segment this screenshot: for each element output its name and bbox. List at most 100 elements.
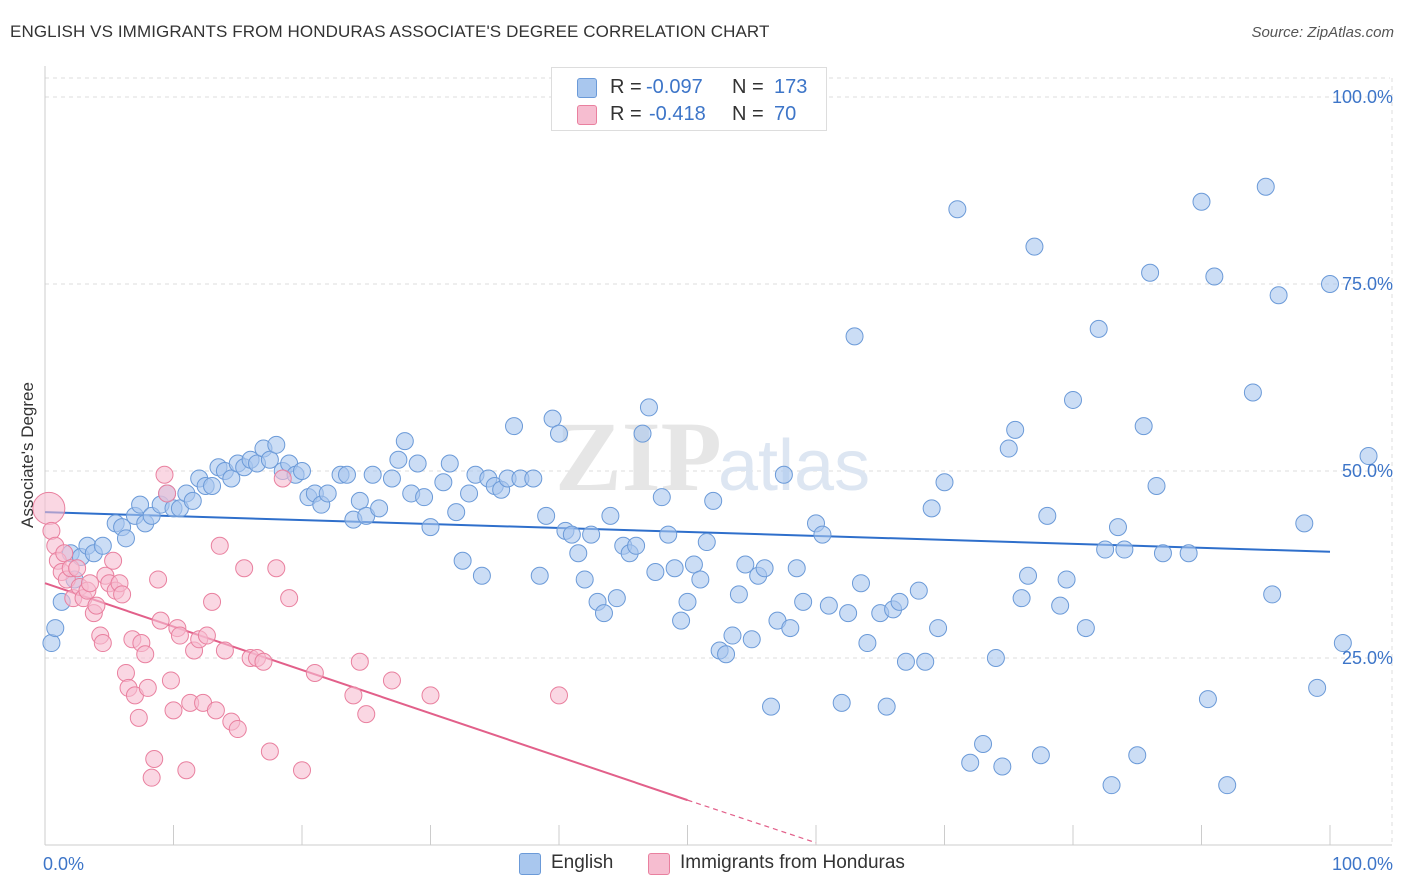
english-point (1269, 286, 1288, 305)
legend-row-honduras: R = -0.418 N = 70 (552, 101, 826, 127)
english-point (1012, 589, 1031, 608)
english-point (684, 555, 703, 574)
english-point (1051, 596, 1070, 615)
english-point (935, 473, 954, 492)
english-n-value: 173 (774, 76, 808, 98)
axes (44, 66, 1392, 846)
english-point (543, 409, 562, 428)
english-point (1153, 544, 1172, 563)
english-point (794, 592, 813, 611)
chart-title: ENGLISH VS IMMIGRANTS FROM HONDURAS ASSO… (10, 22, 770, 41)
english-point (505, 417, 524, 436)
english-point (1256, 177, 1275, 196)
english-point (717, 645, 736, 664)
english-point (691, 570, 710, 589)
english-point (569, 544, 588, 563)
english-point (415, 488, 434, 507)
legend-row-english: R = -0.097 N = 173 (552, 74, 826, 100)
english-point (440, 454, 459, 473)
honduras-trend-extension (687, 799, 817, 844)
english-point (961, 753, 980, 772)
english-point (890, 592, 909, 611)
english-point (652, 488, 671, 507)
english-point (537, 506, 556, 525)
y-tick-label: 100.0% (1332, 87, 1393, 107)
english-point (697, 533, 716, 552)
english-point (1243, 383, 1262, 402)
english-point (222, 469, 241, 488)
english-point (131, 495, 150, 514)
honduras-point (254, 652, 273, 671)
honduras-point (158, 484, 177, 503)
honduras-point (104, 551, 123, 570)
english-point (1089, 319, 1108, 338)
english-point (1192, 192, 1211, 211)
honduras-point (350, 652, 369, 671)
honduras-point (267, 559, 286, 578)
y-axis-label: Associate's Degree (18, 382, 37, 528)
english-point (1025, 237, 1044, 256)
honduras-r-value: -0.418 (649, 103, 706, 125)
honduras-point (273, 469, 292, 488)
english-point (723, 626, 742, 645)
honduras-point (235, 559, 254, 578)
english-point (1179, 544, 1198, 563)
english-point (370, 499, 389, 518)
honduras-point (55, 544, 74, 563)
english-point (909, 581, 928, 600)
english-point (1359, 447, 1378, 466)
english-point (1096, 540, 1115, 559)
honduras-point (421, 686, 440, 705)
n-label: N = (732, 103, 764, 125)
english-point (395, 432, 414, 451)
honduras-point (210, 536, 229, 555)
english-point (1321, 275, 1339, 293)
english-legend-label: English (551, 852, 614, 873)
source-label: Source: ZipAtlas.com (1251, 24, 1394, 41)
english-point (762, 697, 781, 716)
english-point (1198, 690, 1217, 709)
english-point (999, 439, 1018, 458)
english-point (1019, 566, 1038, 585)
watermark-atlas: atlas (718, 426, 870, 506)
english-point (704, 491, 723, 510)
english-point (1295, 514, 1314, 533)
english-point (447, 503, 466, 522)
english-point (858, 634, 877, 653)
y-tick-label: 75.0% (1342, 274, 1393, 294)
english-point (318, 484, 337, 503)
english-point (736, 555, 755, 574)
honduras-point (197, 626, 216, 645)
watermark-zip: ZIP (555, 401, 722, 512)
r-label: R = (610, 103, 642, 125)
english-point (1128, 746, 1147, 765)
honduras-point (142, 768, 161, 787)
english-point (267, 435, 286, 454)
honduras-point (260, 742, 279, 761)
english-point (472, 566, 491, 585)
english-point (993, 757, 1012, 776)
honduras-point (550, 686, 568, 705)
honduras-point (93, 634, 112, 653)
english-point (93, 536, 112, 555)
english-point (819, 596, 838, 615)
honduras-point (357, 705, 376, 724)
english-point (460, 484, 479, 503)
tick-labels: 100.0% 75.0% 50.0% 25.0% 0.0% 100.0% Associate… (18, 87, 1393, 874)
english-point (787, 559, 806, 578)
english-point (1115, 540, 1134, 559)
english-point (1141, 263, 1160, 282)
english-point (575, 570, 594, 589)
english-point (1108, 518, 1127, 537)
honduras-point (228, 720, 247, 739)
english-point (421, 518, 440, 537)
english-point (408, 454, 427, 473)
english-point (594, 604, 613, 623)
honduras-point (344, 686, 363, 705)
english-point (337, 465, 356, 484)
english-point (1218, 776, 1237, 795)
honduras-point (215, 641, 234, 660)
honduras-point (145, 749, 164, 768)
english-point (183, 491, 202, 510)
english-point (755, 559, 774, 578)
